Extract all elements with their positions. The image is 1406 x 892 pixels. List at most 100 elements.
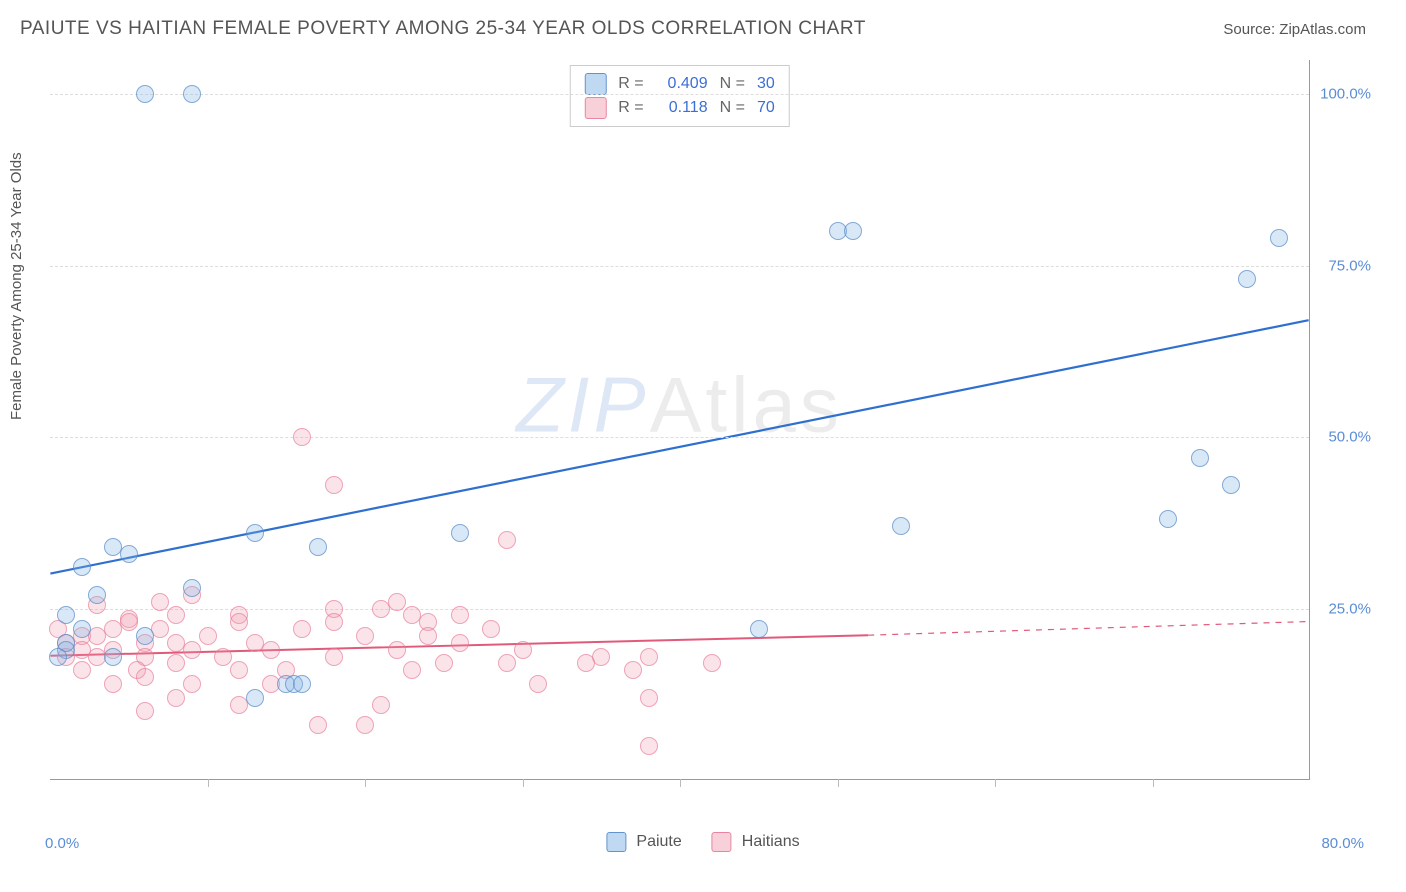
data-point-pink: [325, 613, 343, 631]
trend-line: [50, 320, 1308, 573]
data-point-pink: [167, 689, 185, 707]
x-tick: [680, 779, 681, 787]
data-point-pink: [435, 654, 453, 672]
n-value-blue: 30: [757, 72, 775, 96]
y-tick-label: 50.0%: [1328, 429, 1371, 446]
data-point-pink: [151, 620, 169, 638]
data-point-blue: [246, 524, 264, 542]
data-point-blue: [451, 524, 469, 542]
data-point-pink: [356, 716, 374, 734]
n-value-pink: 70: [757, 96, 775, 120]
data-point-blue: [1191, 449, 1209, 467]
data-point-blue: [136, 627, 154, 645]
data-point-blue: [246, 689, 264, 707]
data-point-pink: [262, 641, 280, 659]
source-name: ZipAtlas.com: [1279, 21, 1366, 38]
legend-row-blue: R = 0.409 N = 30: [584, 72, 774, 96]
data-point-pink: [577, 654, 595, 672]
data-point-pink: [419, 627, 437, 645]
data-point-pink: [703, 654, 721, 672]
data-point-pink: [640, 648, 658, 666]
trend-line: [868, 622, 1308, 636]
watermark-atlas: Atlas: [649, 361, 842, 449]
data-point-blue: [73, 620, 91, 638]
data-point-pink: [120, 613, 138, 631]
data-point-pink: [230, 613, 248, 631]
data-point-pink: [592, 648, 610, 666]
data-point-pink: [309, 716, 327, 734]
data-point-pink: [293, 428, 311, 446]
gridline: [50, 437, 1309, 438]
r-label: R =: [618, 96, 643, 120]
data-point-blue: [183, 85, 201, 103]
r-label: R =: [618, 72, 643, 96]
data-point-blue: [309, 538, 327, 556]
data-point-pink: [640, 689, 658, 707]
data-point-blue: [73, 558, 91, 576]
x-tick: [1153, 779, 1154, 787]
data-point-blue: [183, 579, 201, 597]
legend-row-pink: R = 0.118 N = 70: [584, 96, 774, 120]
watermark-zip: ZIP: [516, 361, 649, 449]
data-point-blue: [57, 606, 75, 624]
swatch-pink-icon: [584, 97, 606, 119]
data-point-pink: [514, 641, 532, 659]
data-point-pink: [325, 648, 343, 666]
data-point-pink: [451, 634, 469, 652]
data-point-pink: [372, 600, 390, 618]
data-point-pink: [640, 737, 658, 755]
data-point-pink: [372, 696, 390, 714]
gridline: [50, 266, 1309, 267]
x-start-label: 0.0%: [45, 835, 79, 852]
data-point-pink: [104, 675, 122, 693]
x-end-label: 80.0%: [1321, 835, 1364, 852]
y-tick-label: 25.0%: [1328, 600, 1371, 617]
data-point-blue: [49, 648, 67, 666]
x-tick: [365, 779, 366, 787]
data-point-pink: [214, 648, 232, 666]
data-point-pink: [529, 675, 547, 693]
data-point-pink: [136, 668, 154, 686]
data-point-blue: [1222, 476, 1240, 494]
chart-header: PAIUTE VS HAITIAN FEMALE POVERTY AMONG 2…: [0, 0, 1406, 50]
data-point-pink: [167, 606, 185, 624]
n-label: N =: [720, 96, 745, 120]
data-point-pink: [388, 641, 406, 659]
data-point-blue: [1270, 229, 1288, 247]
y-tick-label: 75.0%: [1328, 257, 1371, 274]
data-point-pink: [167, 654, 185, 672]
data-point-blue: [844, 222, 862, 240]
data-point-pink: [624, 661, 642, 679]
x-tick: [838, 779, 839, 787]
data-point-blue: [750, 620, 768, 638]
x-tick: [523, 779, 524, 787]
data-point-pink: [104, 620, 122, 638]
legend-top: R = 0.409 N = 30 R = 0.118 N = 70: [569, 65, 789, 127]
data-point-pink: [451, 606, 469, 624]
gridline: [50, 94, 1309, 95]
data-point-pink: [151, 593, 169, 611]
r-value-pink: 0.118: [656, 96, 708, 120]
data-point-pink: [199, 627, 217, 645]
data-point-pink: [403, 661, 421, 679]
data-point-pink: [356, 627, 374, 645]
data-point-pink: [293, 620, 311, 638]
data-point-pink: [88, 627, 106, 645]
data-point-blue: [293, 675, 311, 693]
chart-title: PAIUTE VS HAITIAN FEMALE POVERTY AMONG 2…: [20, 18, 866, 40]
plot-area: ZIPAtlas R = 0.409 N = 30 R = 0.118 N = …: [50, 60, 1310, 780]
data-point-pink: [482, 620, 500, 638]
data-point-pink: [136, 702, 154, 720]
data-point-blue: [136, 85, 154, 103]
legend-label-haitians: Haitians: [742, 833, 800, 851]
legend-bottom: Paiute Haitians: [606, 832, 799, 852]
data-point-pink: [325, 476, 343, 494]
data-point-blue: [892, 517, 910, 535]
source-prefix: Source:: [1223, 21, 1279, 38]
data-point-blue: [1238, 270, 1256, 288]
x-tick: [995, 779, 996, 787]
y-tick-label: 100.0%: [1320, 86, 1371, 103]
x-tick: [208, 779, 209, 787]
n-label: N =: [720, 72, 745, 96]
data-point-pink: [498, 654, 516, 672]
